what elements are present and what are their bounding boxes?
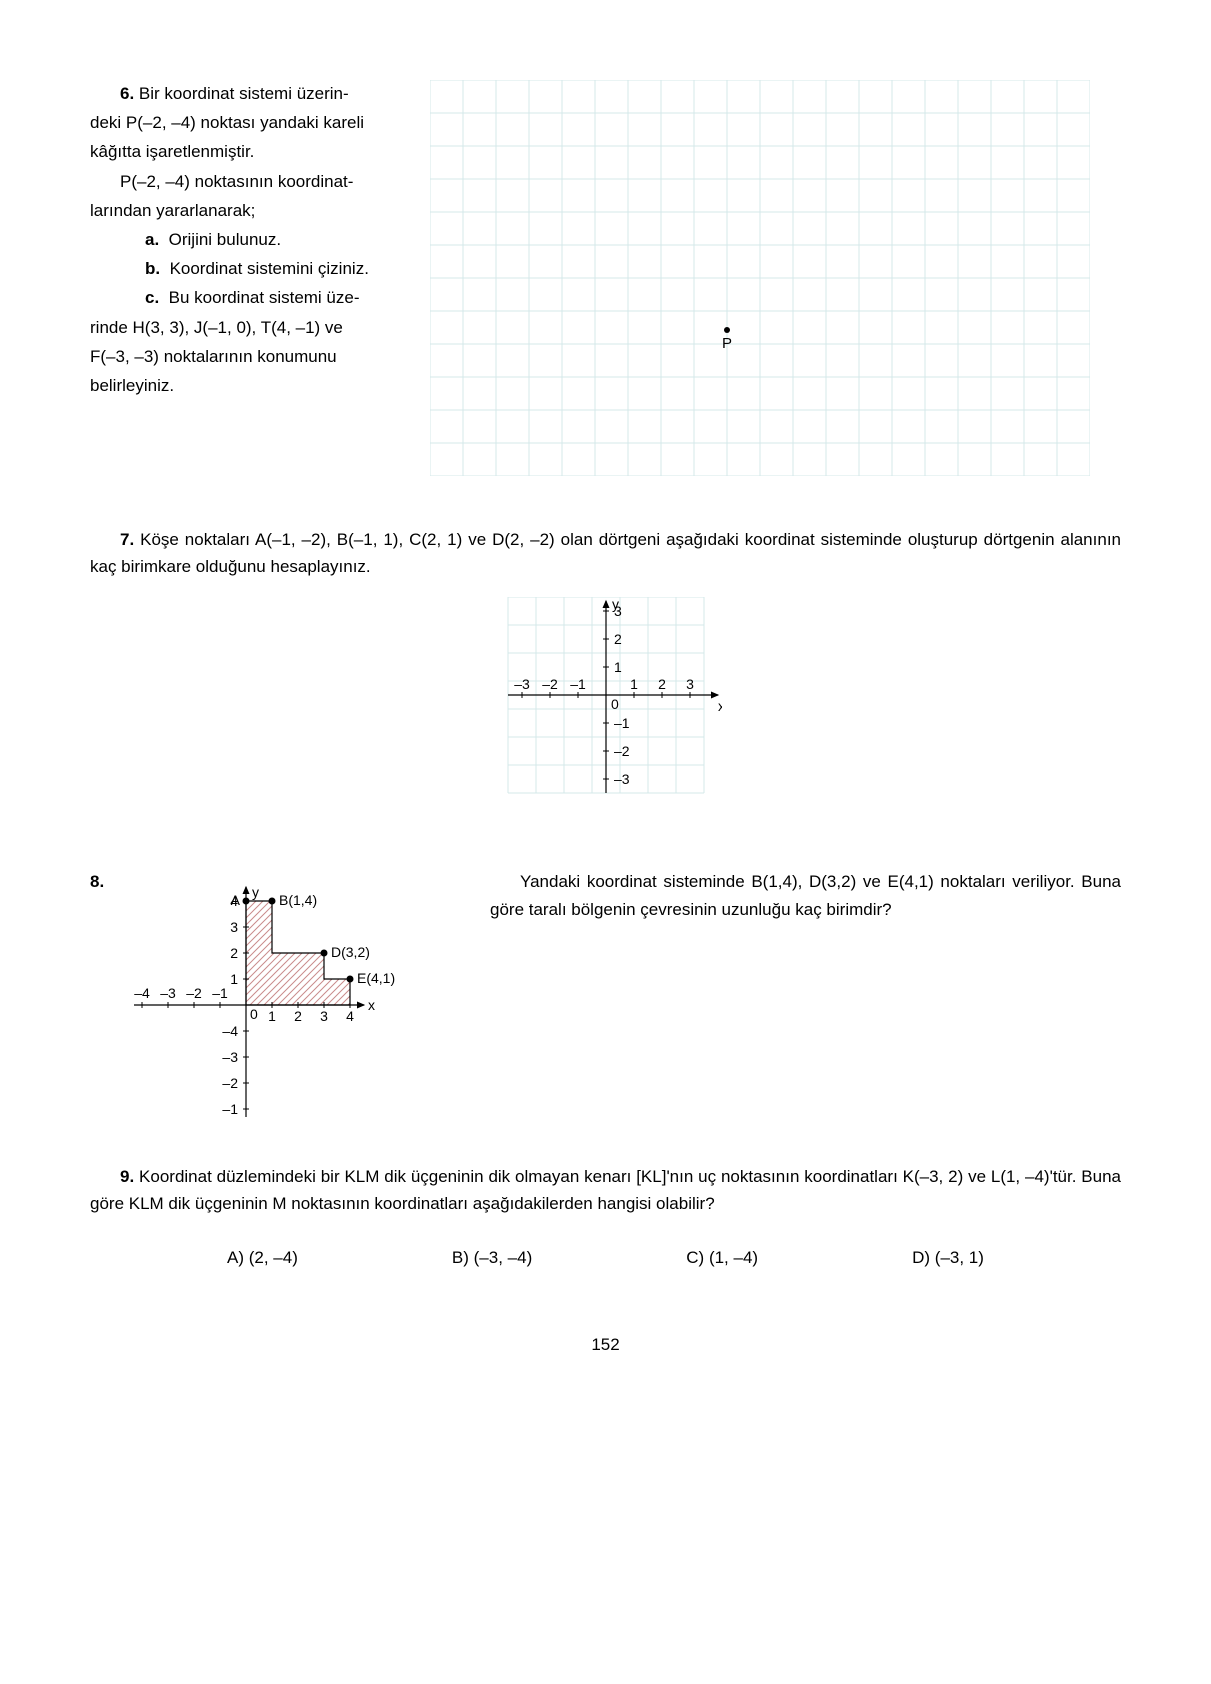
q9-opt-a: A) (2, –4) [227, 1244, 298, 1271]
svg-text:2: 2 [294, 1008, 302, 1024]
question-8: 8. xy01–11–42–22–33–33–24–44–1AB(1,4)D(3… [90, 851, 1121, 1122]
svg-text:2: 2 [614, 631, 622, 647]
q9-text: Koordinat düzlemindeki bir KLM dik üçgen… [90, 1167, 1121, 1213]
svg-text:–3: –3 [160, 985, 176, 1001]
q6-num: 6. [120, 84, 134, 103]
q7-num: 7. [120, 530, 134, 549]
q6-grid-svg: P [430, 80, 1090, 476]
svg-text:–2: –2 [614, 743, 630, 759]
svg-text:1: 1 [230, 971, 238, 987]
svg-text:0: 0 [611, 696, 619, 712]
svg-text:2: 2 [658, 676, 666, 692]
svg-text:B(1,4): B(1,4) [279, 892, 317, 908]
svg-text:–2: –2 [186, 985, 202, 1001]
svg-text:3: 3 [320, 1008, 328, 1024]
svg-text:–1: –1 [570, 676, 586, 692]
svg-text:–3: –3 [514, 676, 530, 692]
svg-text:3: 3 [686, 676, 694, 692]
q7-text: Köşe noktaları A(–1, –2), B(–1, 1), C(2,… [90, 530, 1121, 576]
q8-text: Yandaki koordinat sisteminde B(1,4), D(3… [490, 868, 1121, 922]
q6-a-lbl: a. [145, 230, 159, 249]
svg-text:–3: –3 [222, 1049, 238, 1065]
q9-opt-b: B) (–3, –4) [452, 1244, 532, 1271]
svg-text:1: 1 [268, 1008, 276, 1024]
svg-text:4: 4 [346, 1008, 354, 1024]
question-9: 9. Koordinat düzlemindeki bir KLM dik üç… [90, 1163, 1121, 1272]
q6-grid: P [430, 80, 1121, 476]
q9-opt-c: C) (1, –4) [686, 1244, 758, 1271]
q6-c-lbl: c. [145, 288, 159, 307]
question-7: 7. Köşe noktaları A(–1, –2), B(–1, 1), C… [90, 526, 1121, 811]
q6-line1b: deki P(–2, –4) noktası yandaki kareli [90, 109, 400, 136]
svg-text:E(4,1): E(4,1) [357, 970, 395, 986]
q6-a-txt: Orijini bulunuz. [169, 230, 281, 249]
svg-text:x: x [368, 997, 375, 1013]
q6-line1c: kâğıtta işaretlenmiştir. [90, 138, 400, 165]
svg-text:A: A [231, 892, 241, 908]
q6-c4: belirleyiniz. [90, 372, 400, 399]
q8-chart-svg: xy01–11–42–22–33–33–24–44–1AB(1,4)D(3,2)… [120, 883, 400, 1123]
question-6: 6. Bir koordinat sistemi üzerin- deki P(… [90, 80, 1121, 476]
q9-num: 9. [120, 1167, 134, 1186]
q6-line1a: Bir koordinat sistemi üzerin- [139, 84, 349, 103]
svg-text:2: 2 [230, 945, 238, 961]
svg-text:–1: –1 [212, 985, 228, 1001]
q6-text: 6. Bir koordinat sistemi üzerin- deki P(… [90, 80, 400, 476]
q8-num: 8. [90, 872, 104, 891]
q7-chart-svg: xy01–12–23–31–12–23–3 [490, 597, 722, 811]
svg-text:–4: –4 [134, 985, 150, 1001]
svg-text:–1: –1 [614, 715, 630, 731]
q6-line2a: P(–2, –4) noktasının koordinat- [90, 168, 400, 195]
q6-line2b: larından yararlanarak; [90, 197, 400, 224]
svg-text:3: 3 [614, 603, 622, 619]
q6-b-lbl: b. [145, 259, 160, 278]
svg-text:–2: –2 [542, 676, 558, 692]
svg-text:x: x [718, 698, 722, 714]
q9-opt-d: D) (–3, 1) [912, 1244, 984, 1271]
q6-c1: Bu koordinat sistemi üze- [169, 288, 360, 307]
page-number: 152 [90, 1331, 1121, 1358]
svg-text:1: 1 [614, 659, 622, 675]
svg-text:3: 3 [230, 919, 238, 935]
svg-text:D(3,2): D(3,2) [331, 944, 370, 960]
svg-text:–3: –3 [614, 771, 630, 787]
q6-c2: rinde H(3, 3), J(–1, 0), T(4, –1) ve [90, 314, 400, 341]
q6-b-txt: Koordinat sistemini çiziniz. [170, 259, 369, 278]
svg-text:0: 0 [250, 1006, 258, 1022]
svg-text:–4: –4 [222, 1023, 238, 1039]
svg-text:–1: –1 [222, 1101, 238, 1117]
q9-options: A) (2, –4) B) (–3, –4) C) (1, –4) D) (–3… [90, 1234, 1121, 1271]
q6-c3: F(–3, –3) noktalarının konumunu [90, 343, 400, 370]
svg-text:y: y [252, 884, 259, 900]
svg-text:–2: –2 [222, 1075, 238, 1091]
svg-text:1: 1 [630, 676, 638, 692]
svg-text:P: P [722, 335, 732, 352]
